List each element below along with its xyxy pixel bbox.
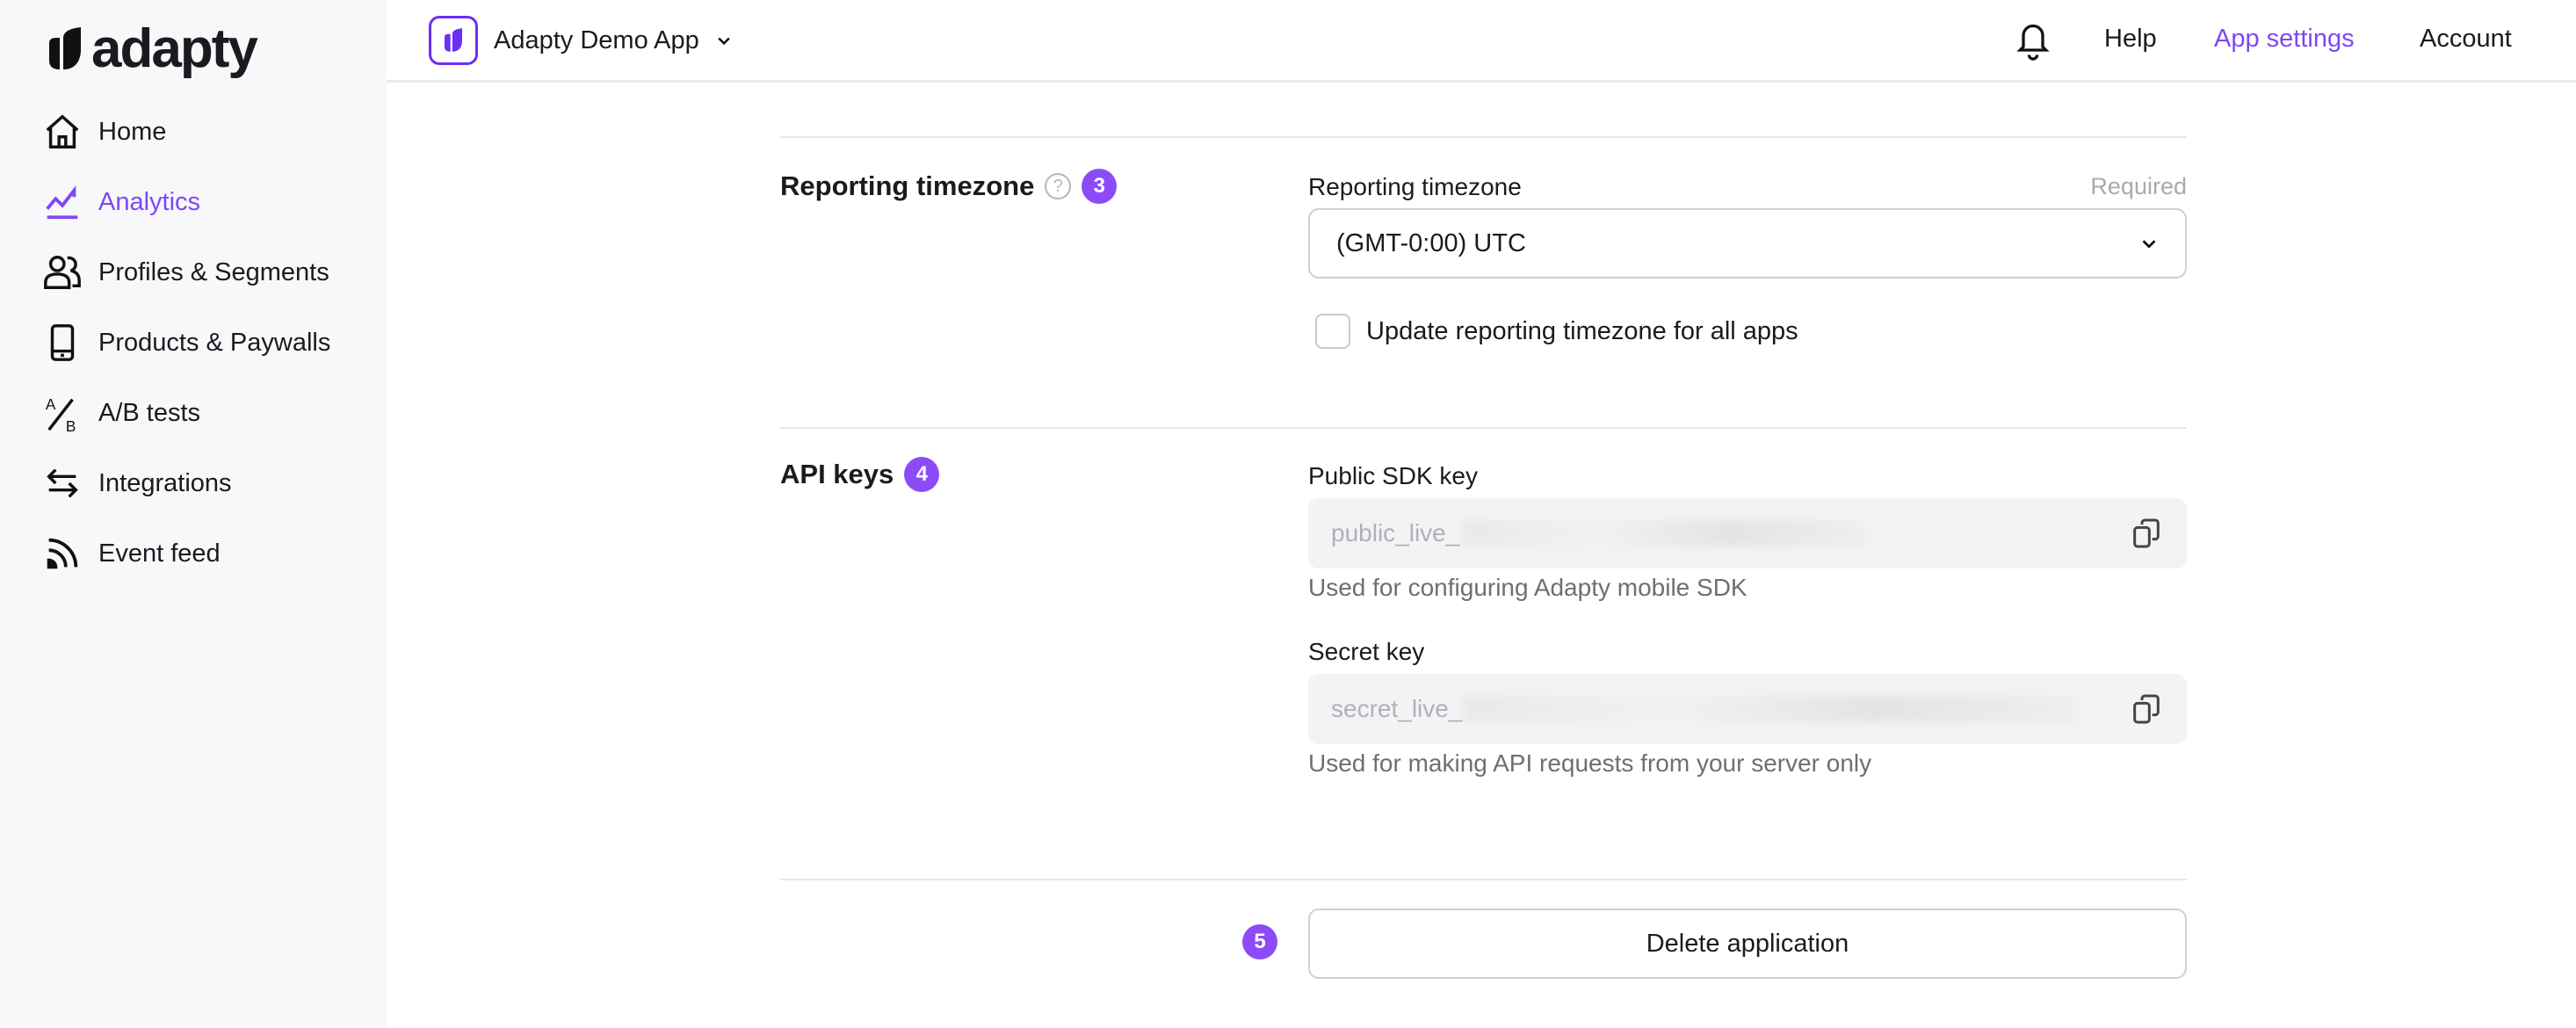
checkbox-label: Update reporting timezone for all apps <box>1366 316 1798 345</box>
redacted-blur <box>1461 520 1866 547</box>
svg-text:B: B <box>66 417 76 433</box>
logo-icon <box>49 26 81 69</box>
update-all-apps-checkbox-row[interactable]: Update reporting timezone for all apps <box>1315 314 1798 349</box>
sidebar-item-analytics[interactable]: Analytics <box>42 176 200 228</box>
api-keys-section-title: API keys 4 <box>780 457 940 492</box>
home-icon <box>46 114 79 148</box>
public-key-value: public_live_ <box>1331 519 1460 547</box>
public-key-field[interactable]: public_live_ <box>1308 498 2187 568</box>
secret-key-label: Secret key <box>1308 638 1425 665</box>
timezone-select[interactable]: (GMT-0:00) UTC <box>1308 208 2187 279</box>
divider <box>780 136 2187 138</box>
chevron-down-icon <box>718 37 730 46</box>
help-link[interactable]: Help <box>2104 25 2157 53</box>
section-title-text: API keys <box>780 459 894 489</box>
update-all-apps-checkbox[interactable] <box>1315 314 1350 349</box>
step-badge: 3 <box>1082 169 1118 204</box>
copy-icon[interactable] <box>2129 691 2164 727</box>
app-icon <box>429 16 478 65</box>
divider <box>780 427 2187 429</box>
sidebar-item-label: Integrations <box>98 468 232 497</box>
sidebar-item-event-feed[interactable]: Event feed <box>42 527 221 580</box>
analytics-icon <box>46 185 78 220</box>
help-circle-icon[interactable]: ? <box>1045 173 1072 199</box>
app-settings-link[interactable]: App settings <box>2214 25 2355 53</box>
sidebar-item-label: Profiles & Segments <box>98 257 329 286</box>
app-selector[interactable]: Adapty Demo App <box>429 16 733 65</box>
sidebar-item-integrations[interactable]: Integrations <box>42 457 232 510</box>
secret-key-value: secret_live_ <box>1331 695 1463 722</box>
chevron-down-icon <box>2142 240 2156 249</box>
app-name: Adapty Demo App <box>494 25 699 54</box>
delete-application-button[interactable]: Delete application <box>1308 909 2187 979</box>
top-header: Adapty Demo App Help App settings Accoun… <box>387 0 2576 83</box>
secret-key-field[interactable]: secret_live_ <box>1308 674 2187 744</box>
timezone-label: Reporting timezone <box>1308 173 1522 200</box>
sidebar-item-label: Analytics <box>98 187 201 216</box>
sidebar-item-profiles[interactable]: Profiles & Segments <box>42 246 329 299</box>
integrations-icon <box>47 468 78 498</box>
public-key-label: Public SDK key <box>1308 462 1478 489</box>
section-title-text: Reporting timezone <box>780 170 1035 201</box>
delete-label: Delete application <box>1646 929 1849 958</box>
logo-text: adapty <box>91 18 258 79</box>
rss-icon <box>47 538 78 569</box>
copy-icon[interactable] <box>2129 516 2164 551</box>
sidebar-item-products[interactable]: Products & Paywalls <box>42 316 330 369</box>
divider <box>780 879 2187 880</box>
secret-key-help: Used for making API requests from your s… <box>1308 749 1872 777</box>
step-badge: 4 <box>904 457 940 492</box>
svg-text:A: A <box>46 395 56 413</box>
adapty-logo[interactable]: adapty <box>46 18 258 80</box>
public-key-help: Used for configuring Adapty mobile SDK <box>1308 574 1747 601</box>
step-badge: 5 <box>1242 924 1277 959</box>
sidebar-item-label: Home <box>98 117 167 146</box>
ab-test-icon: AB <box>46 395 76 433</box>
redacted-blur <box>1464 696 2080 722</box>
sidebar-item-label: A/B tests <box>98 398 201 427</box>
sidebar-item-home[interactable]: Home <box>42 105 166 158</box>
phone-icon <box>50 324 75 361</box>
sidebar-item-label: Products & Paywalls <box>98 328 331 357</box>
timezone-section-title: Reporting timezone ? 3 <box>780 169 1118 204</box>
account-link[interactable]: Account <box>2420 25 2512 53</box>
timezone-value: (GMT-0:00) UTC <box>1336 228 1526 257</box>
bell-icon[interactable] <box>2014 19 2052 62</box>
sidebar-item-label: Event feed <box>98 539 221 568</box>
profiles-icon <box>44 256 81 289</box>
sidebar: adapty Home Analytics Profiles & Segment… <box>0 0 387 1028</box>
required-label: Required <box>2090 173 2187 199</box>
